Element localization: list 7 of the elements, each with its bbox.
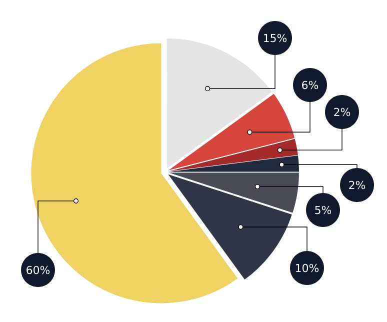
data-label: 2% xyxy=(349,180,366,190)
data-label: 6% xyxy=(302,80,318,90)
data-label: 15% xyxy=(264,34,287,42)
data-label: 2% xyxy=(334,108,350,116)
data-label: 10% xyxy=(296,264,319,272)
data-label: 60% xyxy=(26,266,50,274)
data-label: 5% xyxy=(315,206,332,214)
